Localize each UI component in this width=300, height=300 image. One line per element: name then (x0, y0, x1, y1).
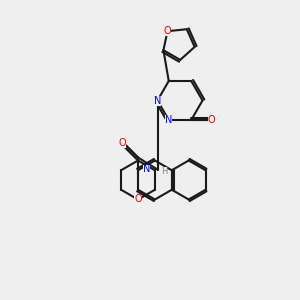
Text: N: N (165, 115, 172, 125)
Text: O: O (118, 138, 126, 148)
Text: O: O (208, 115, 215, 125)
Text: O: O (164, 26, 171, 36)
Text: N: N (154, 95, 161, 106)
Text: N: N (142, 164, 150, 175)
Text: H: H (161, 167, 167, 176)
Text: O: O (134, 194, 142, 205)
